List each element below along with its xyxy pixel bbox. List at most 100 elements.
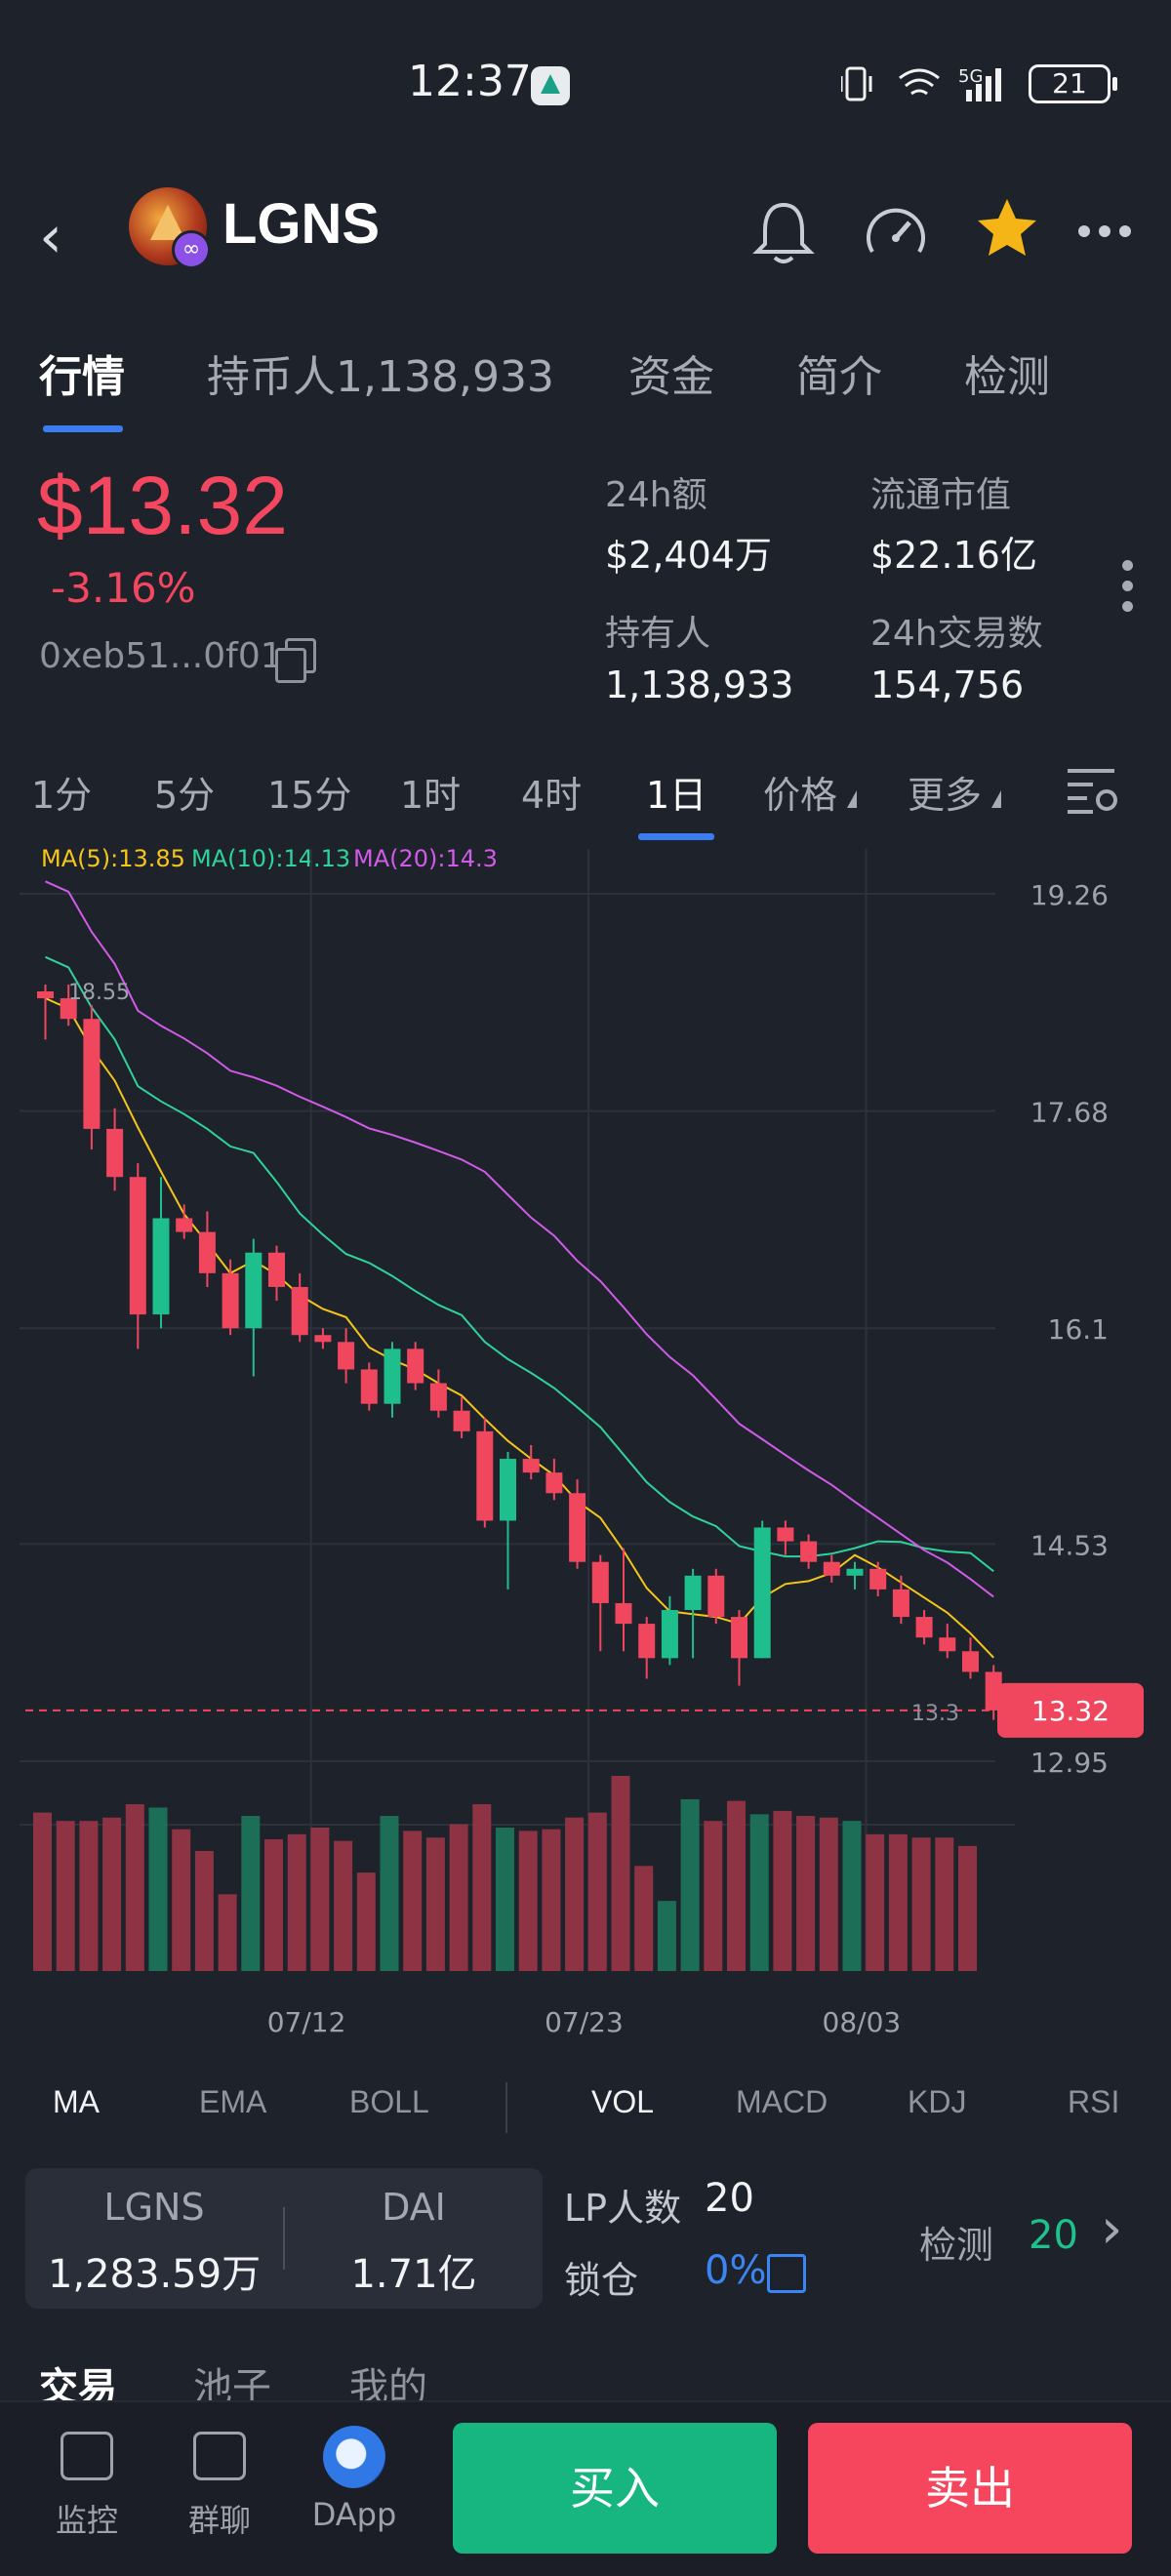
candle-body <box>684 1575 702 1611</box>
more-stats-icon[interactable] <box>1122 560 1134 615</box>
pool-reserves: LGNS 1,283.59万 DAI 1.71亿 <box>25 2168 543 2309</box>
candle-body <box>915 1617 933 1638</box>
detect-label[interactable]: 检测 <box>919 2224 994 2267</box>
tab-funds[interactable]: 资金 <box>628 352 714 402</box>
star-icon[interactable] <box>974 195 1040 260</box>
tab-intro[interactable]: 简介 <box>796 352 882 402</box>
volume-bar <box>194 1850 214 1971</box>
nav-chat-label: 群聊 <box>187 2502 251 2539</box>
x-tick-label: 08/03 <box>823 2006 902 2038</box>
gauge-icon[interactable] <box>861 197 931 267</box>
candle-body <box>939 1637 956 1652</box>
ma10-line <box>45 955 994 1573</box>
candle-body <box>522 1459 540 1473</box>
candle-body <box>615 1602 632 1625</box>
candle-body <box>545 1472 563 1494</box>
dropdown-arrow-icon <box>847 790 858 808</box>
interval-1d[interactable]: 1日 <box>646 774 707 817</box>
wifi-icon <box>899 68 940 96</box>
detect-value[interactable]: 20 <box>1029 2213 1078 2258</box>
nav-dapp-label: DApp <box>311 2496 397 2533</box>
bell-icon[interactable] <box>751 197 816 267</box>
stat-label-volume: 24h额 <box>605 475 707 515</box>
indicator-ma[interactable]: MA <box>53 2084 100 2119</box>
tab-market[interactable]: 行情 <box>39 352 125 402</box>
chevron-right-icon[interactable]: › <box>1101 2197 1123 2261</box>
tab-holders[interactable]: 持币人1,138,933 <box>207 352 554 402</box>
top-bar: ‹ ∞ LGNS <box>0 176 1171 283</box>
price-change: -3.16% <box>51 564 196 612</box>
interval-bar: 1分 5分 15分 1时 4时 1日 价格 更多 <box>0 751 1171 840</box>
volume-bar <box>33 1812 52 1971</box>
volume-bar <box>172 1829 191 1971</box>
external-link-icon[interactable] <box>767 2254 806 2293</box>
nav-chat[interactable]: 群聊 <box>166 2432 273 2541</box>
vibrate-icon <box>845 66 867 101</box>
candle-body <box>962 1651 979 1672</box>
chat-icon <box>193 2432 246 2480</box>
candle-body <box>384 1348 401 1404</box>
indicator-bar: MA EMA BOLL VOL MACD KDJ RSI <box>0 2078 1171 2147</box>
stat-value-txcount: 154,756 <box>870 664 1025 706</box>
chart-settings-icon[interactable] <box>1064 763 1122 818</box>
ma20-legend: MA(20):14.3 <box>353 845 498 872</box>
battery-icon: 21 <box>1029 64 1117 103</box>
y-tick-label: 14.53 <box>1030 1529 1109 1561</box>
status-icons: 5G <box>841 66 1001 101</box>
back-icon[interactable]: ‹ <box>39 203 62 271</box>
volume-bar <box>310 1827 330 1971</box>
more-dropdown[interactable]: 更多 <box>908 765 1002 819</box>
indicator-boll[interactable]: BOLL <box>349 2084 429 2119</box>
interval-1m[interactable]: 1分 <box>31 774 93 817</box>
indicator-vol[interactable]: VOL <box>591 2084 655 2119</box>
candlestick-chart[interactable]: 19.26 17.68 16.1 14.53 12.95 07/12 07/23 08/03 1… <box>0 839 1171 2049</box>
status-bar: 12:37 5G 21 <box>0 0 1171 166</box>
sell-button[interactable]: 卖出 <box>808 2423 1132 2554</box>
tab-detect[interactable]: 检测 <box>964 352 1050 402</box>
candle-body <box>777 1527 794 1542</box>
buy-button[interactable]: 买入 <box>453 2423 777 2554</box>
indicator-macd[interactable]: MACD <box>736 2084 828 2119</box>
candle-body <box>407 1348 424 1384</box>
interval-5m[interactable]: 5分 <box>154 774 216 817</box>
volume-bar <box>287 1833 306 1971</box>
volume-bar <box>611 1776 630 1971</box>
lock-value[interactable]: 0% <box>705 2248 767 2293</box>
volume-bar <box>472 1804 492 1971</box>
volume-bar <box>79 1821 99 1971</box>
interval-15m[interactable]: 15分 <box>267 774 352 817</box>
interval-4h[interactable]: 4时 <box>521 774 583 817</box>
volume-bar <box>125 1804 144 1971</box>
candle-body <box>638 1624 656 1659</box>
pool-token-a: LGNS 1,283.59万 <box>25 2186 283 2299</box>
ma10-legend: MA(10):14.13 <box>191 845 351 872</box>
candle-body <box>707 1575 725 1618</box>
dropdown-arrow-icon <box>991 790 1002 808</box>
nav-monitor[interactable]: 监控 <box>33 2432 141 2541</box>
candle-body <box>37 991 54 999</box>
more-icon[interactable] <box>1077 224 1132 238</box>
contract-address: 0xeb51...0f01 <box>39 636 283 676</box>
x-tick-label: 07/23 <box>545 2006 624 2038</box>
volume-bar <box>634 1866 654 1971</box>
copy-icon[interactable] <box>275 638 316 683</box>
pool-token-b-label: DAI <box>382 2186 446 2229</box>
volume-bar <box>657 1901 676 1971</box>
current-price: $13.32 <box>37 460 288 551</box>
indicator-rsi[interactable]: RSI <box>1068 2084 1120 2119</box>
lp-count-value: 20 <box>705 2176 754 2221</box>
indicator-kdj[interactable]: KDJ <box>908 2084 967 2119</box>
candle-body <box>106 1128 124 1178</box>
candle-body <box>892 1589 909 1618</box>
volume-bar <box>148 1807 168 1971</box>
candle-body <box>268 1252 285 1287</box>
price-dropdown[interactable]: 价格 <box>763 765 858 819</box>
current-price-tag <box>997 1682 1144 1738</box>
candle-body <box>846 1568 864 1576</box>
candle-body <box>753 1527 771 1659</box>
candle-body <box>823 1561 840 1576</box>
interval-1h[interactable]: 1时 <box>400 774 462 817</box>
indicator-ema[interactable]: EMA <box>199 2084 267 2119</box>
network-type: 5G <box>958 66 983 87</box>
nav-dapp[interactable]: DApp <box>301 2426 408 2533</box>
